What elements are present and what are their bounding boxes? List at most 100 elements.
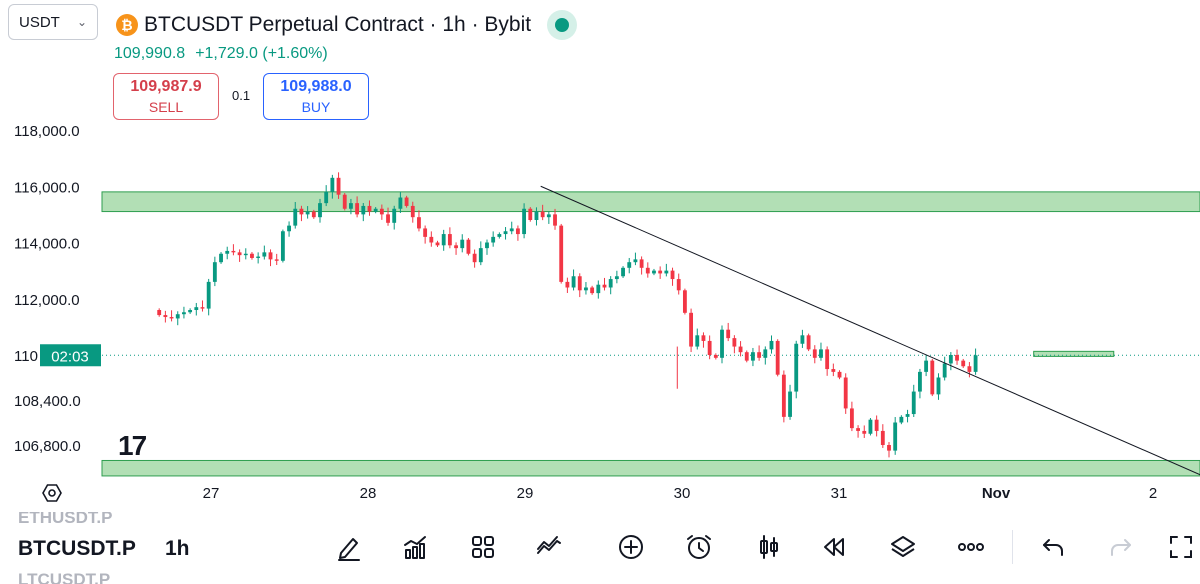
candle-body [509,228,514,232]
undo-icon[interactable] [1036,530,1070,564]
candle-body [534,211,539,220]
candle-body [472,253,477,263]
candle-body [967,366,972,372]
candle-body [905,414,910,417]
candle-body [899,416,904,423]
candle-body [831,369,836,372]
price-axis-label: 110 [14,348,38,365]
market-open-dot-icon[interactable] [547,10,578,40]
support-resistance-zone[interactable] [101,191,1200,213]
settings-gear-icon[interactable] [42,484,62,502]
support-resistance-zone[interactable] [101,459,1200,477]
alarm-clock-icon[interactable] [682,530,716,564]
candle-body [639,259,644,268]
add-circle-icon[interactable] [614,530,648,564]
candle-body [491,236,496,243]
chevron-down-icon: ⌄ [76,15,87,29]
candle-body [250,253,254,258]
chart-type-icon[interactable] [532,530,566,564]
candle-body [274,259,279,261]
candle-body [280,231,285,261]
candle-body [429,236,434,243]
price-axis-label: 118,000.0 [14,123,80,140]
layout-grid-icon[interactable] [466,530,500,564]
buy-price: 109,988.0 [280,78,352,95]
candle-body [200,307,205,309]
buy-label: BUY [301,99,331,115]
candle-body [182,312,186,315]
price-line: 109,990.8 +1,729.0 (+1.60%) [114,45,328,63]
interval-button[interactable]: 1h [165,537,190,560]
candle-body [856,428,860,431]
bottom-toolbar: ETHUSDT.P BTCUSDT.P 1h LTCUSDT.P [0,508,1200,584]
candle-body [812,349,817,358]
downtrend-line[interactable] [540,185,1200,481]
fullscreen-icon[interactable] [1164,530,1198,564]
candle-body [955,355,959,361]
redo-icon[interactable] [1104,530,1138,564]
candlestick-icon[interactable] [752,530,786,564]
candle-body [447,234,452,246]
candle-body [157,310,162,316]
symbol-select[interactable]: USDT ⌄ [8,4,98,40]
candle-body [682,290,687,313]
candle-body [441,234,446,246]
candle-body [695,335,700,347]
sell-button[interactable]: 109,987.9 SELL [113,73,219,120]
candle-body [324,191,329,204]
candle-body [689,312,694,347]
draw-pen-icon[interactable] [332,530,366,564]
candle-body [336,177,341,195]
candle-body [206,281,211,309]
next-symbol[interactable]: LTCUSDT.P [18,570,111,584]
sell-label: SELL [148,99,184,115]
candle-body [744,352,749,361]
candle-body [942,363,947,378]
candle-body [497,234,502,237]
candle-body [627,262,632,268]
candle-body [843,377,848,409]
candle-body [930,360,935,395]
candle-body [973,355,978,372]
candle-body [726,329,731,339]
date-axis-label: Nov [982,485,1011,502]
candle-body [528,208,533,220]
candle-body [590,287,595,294]
candle-body [664,270,669,274]
sell-price: 109,987.9 [130,78,202,95]
candle-body [577,276,582,291]
candle-body [268,252,273,260]
current-symbol[interactable]: BTCUSDT.P [18,537,136,560]
candle-body [435,242,440,246]
candle-body [800,335,805,344]
candle-body [367,205,372,212]
small-zone-box[interactable] [1033,350,1115,357]
candle-body [868,419,873,434]
candle-body [819,349,823,358]
candle-body [837,371,842,378]
candle-body [769,340,774,350]
candle-body [732,338,737,347]
date-axis-label: 28 [360,485,377,502]
indicators-icon[interactable] [398,530,432,564]
price-chart[interactable]: 118,000.0 116,000.0 114,000.0 112,000.0 110 1… [0,0,1200,508]
candle-body [559,225,564,282]
candle-body [330,177,335,192]
candle-body [849,408,854,429]
buy-button[interactable]: 109,988.0 BUY [263,73,369,120]
price-axis-label: 108,400.0 [14,393,81,410]
countdown-badge [40,344,101,367]
candle-body [175,314,180,319]
candle-body [614,276,619,280]
replay-rewind-icon[interactable] [818,530,852,564]
more-dots-icon[interactable] [954,530,988,564]
candle-body [738,346,743,353]
prev-symbol[interactable]: ETHUSDT.P [18,508,113,527]
candle-body [225,250,230,254]
layers-icon[interactable] [886,530,920,564]
candle-body [540,211,545,218]
candle-body [546,214,551,218]
candle-body [163,315,168,318]
candle-body [305,211,310,215]
candle-body [893,422,898,451]
